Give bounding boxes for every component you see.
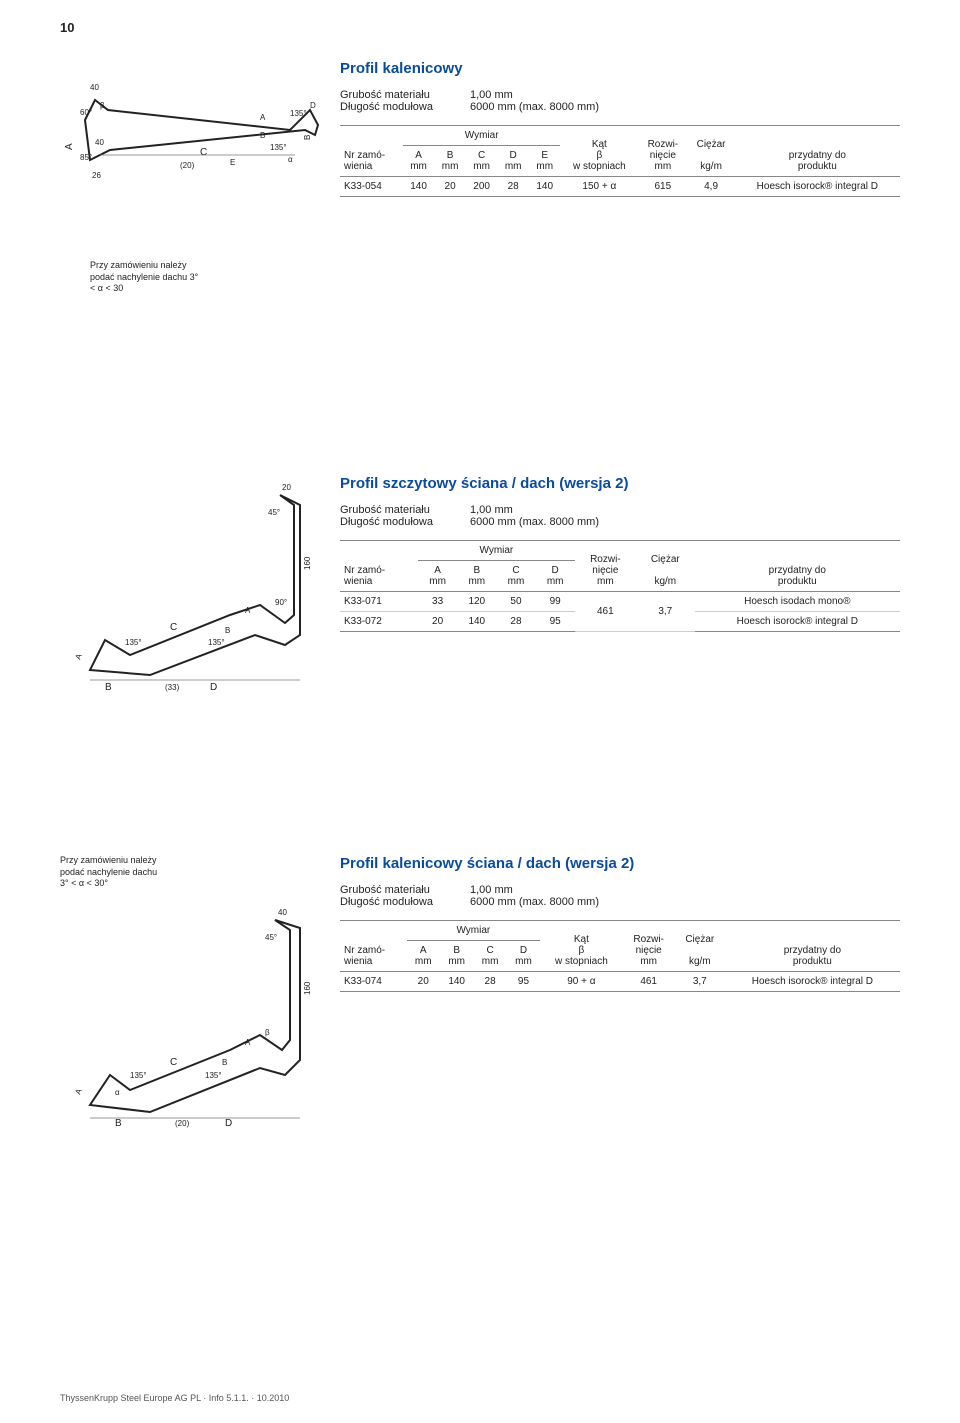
svg-text:A: A: [73, 652, 84, 661]
section2-table: Nr zamó- wienia Wymiar Rozwi- nięcie mm …: [340, 540, 900, 632]
svg-text:β: β: [100, 101, 105, 110]
svg-text:45°: 45°: [265, 933, 277, 942]
svg-text:40: 40: [90, 83, 99, 92]
svg-text:(20): (20): [180, 161, 195, 170]
page-number: 10: [60, 20, 74, 35]
svg-text:(20): (20): [175, 1119, 190, 1128]
svg-text:A: A: [73, 1087, 84, 1096]
footer: ThyssenKrupp Steel Europe AG PL · Info 5…: [60, 1393, 289, 1403]
svg-text:40: 40: [95, 138, 104, 147]
section1-title: Profil kalenicowy: [340, 60, 900, 77]
svg-text:45°: 45°: [268, 508, 280, 517]
svg-text:135°: 135°: [130, 1071, 147, 1080]
svg-text:135°: 135°: [290, 109, 307, 118]
section2-meta: Grubość materiału1,00 mm Długość modułow…: [340, 504, 900, 528]
svg-text:B: B: [105, 682, 112, 693]
svg-text:A: A: [245, 606, 251, 615]
diagram-1: A 40 β 60° 40 85° 26 C (20) A B 135° 135…: [60, 60, 340, 260]
table-row: K33-074 20 140 28 95 90 + α 461 3,7 Hoes…: [340, 972, 900, 992]
svg-text:A: A: [260, 113, 266, 122]
section-kalenicowy: A 40 β 60° 40 85° 26 C (20) A B 135° 135…: [60, 60, 900, 295]
note-3: Przy zamówieniu należy podać nachylenie …: [60, 855, 340, 890]
section-kalenicowy-2: Przy zamówieniu należy podać nachylenie …: [60, 855, 900, 1130]
svg-text:D: D: [310, 101, 316, 110]
svg-text:D: D: [225, 1118, 232, 1129]
svg-text:160: 160: [303, 981, 312, 995]
section-szczytowy: 20 45° 160 90° A B 135° C 135° A B (33) …: [60, 475, 900, 695]
section3-meta: Grubość materiału1,00 mm Długość modułow…: [340, 884, 900, 908]
svg-text:A: A: [245, 1038, 251, 1047]
svg-text:α: α: [288, 155, 293, 164]
section3-title: Profil kalenicowy ściana / dach (wersja …: [340, 855, 900, 872]
svg-text:160: 160: [303, 556, 312, 570]
svg-text:β: β: [265, 1028, 270, 1037]
diagram-3: 40 45° 160 β A B 135° C 135° α A B (20) …: [60, 900, 340, 1130]
svg-text:A: A: [64, 143, 75, 150]
section3-table: Nr zamó- wienia Wymiar Kąt β w stopniach…: [340, 920, 900, 992]
table-row: K33-071 33 120 50 99 461 3,7 Hoesch isod…: [340, 592, 900, 612]
svg-text:C: C: [200, 147, 207, 158]
diagram-2: 20 45° 160 90° A B 135° C 135° A B (33) …: [60, 475, 340, 695]
svg-text:135°: 135°: [125, 638, 142, 647]
svg-text:α: α: [115, 1088, 120, 1097]
svg-text:85°: 85°: [80, 153, 92, 162]
svg-text:B: B: [260, 131, 265, 140]
svg-text:60°: 60°: [80, 108, 92, 117]
svg-text:B: B: [222, 1058, 227, 1067]
svg-text:B: B: [225, 626, 230, 635]
svg-text:(33): (33): [165, 683, 180, 692]
svg-text:26: 26: [92, 171, 101, 180]
svg-text:B: B: [303, 135, 312, 140]
svg-text:E: E: [230, 158, 235, 167]
section1-table: Nr zamó- wienia Wymiar Kąt β w stopniach…: [340, 125, 900, 197]
svg-text:135°: 135°: [270, 143, 287, 152]
svg-text:C: C: [170, 1057, 177, 1068]
svg-text:20: 20: [282, 483, 291, 492]
svg-text:C: C: [170, 622, 177, 633]
svg-text:135°: 135°: [208, 638, 225, 647]
section2-title: Profil szczytowy ściana / dach (wersja 2…: [340, 475, 900, 492]
svg-text:B: B: [115, 1118, 122, 1129]
svg-text:135°: 135°: [205, 1071, 222, 1080]
note-1: Przy zamówieniu należy podać nachylenie …: [90, 260, 340, 295]
table-row: K33-054 140 20 200 28 140 150 + α 615 4,…: [340, 177, 900, 197]
section1-meta: Grubość materiału1,00 mm Długość modułow…: [340, 89, 900, 113]
svg-text:D: D: [210, 682, 217, 693]
svg-text:90°: 90°: [275, 598, 287, 607]
svg-text:40: 40: [278, 908, 287, 917]
